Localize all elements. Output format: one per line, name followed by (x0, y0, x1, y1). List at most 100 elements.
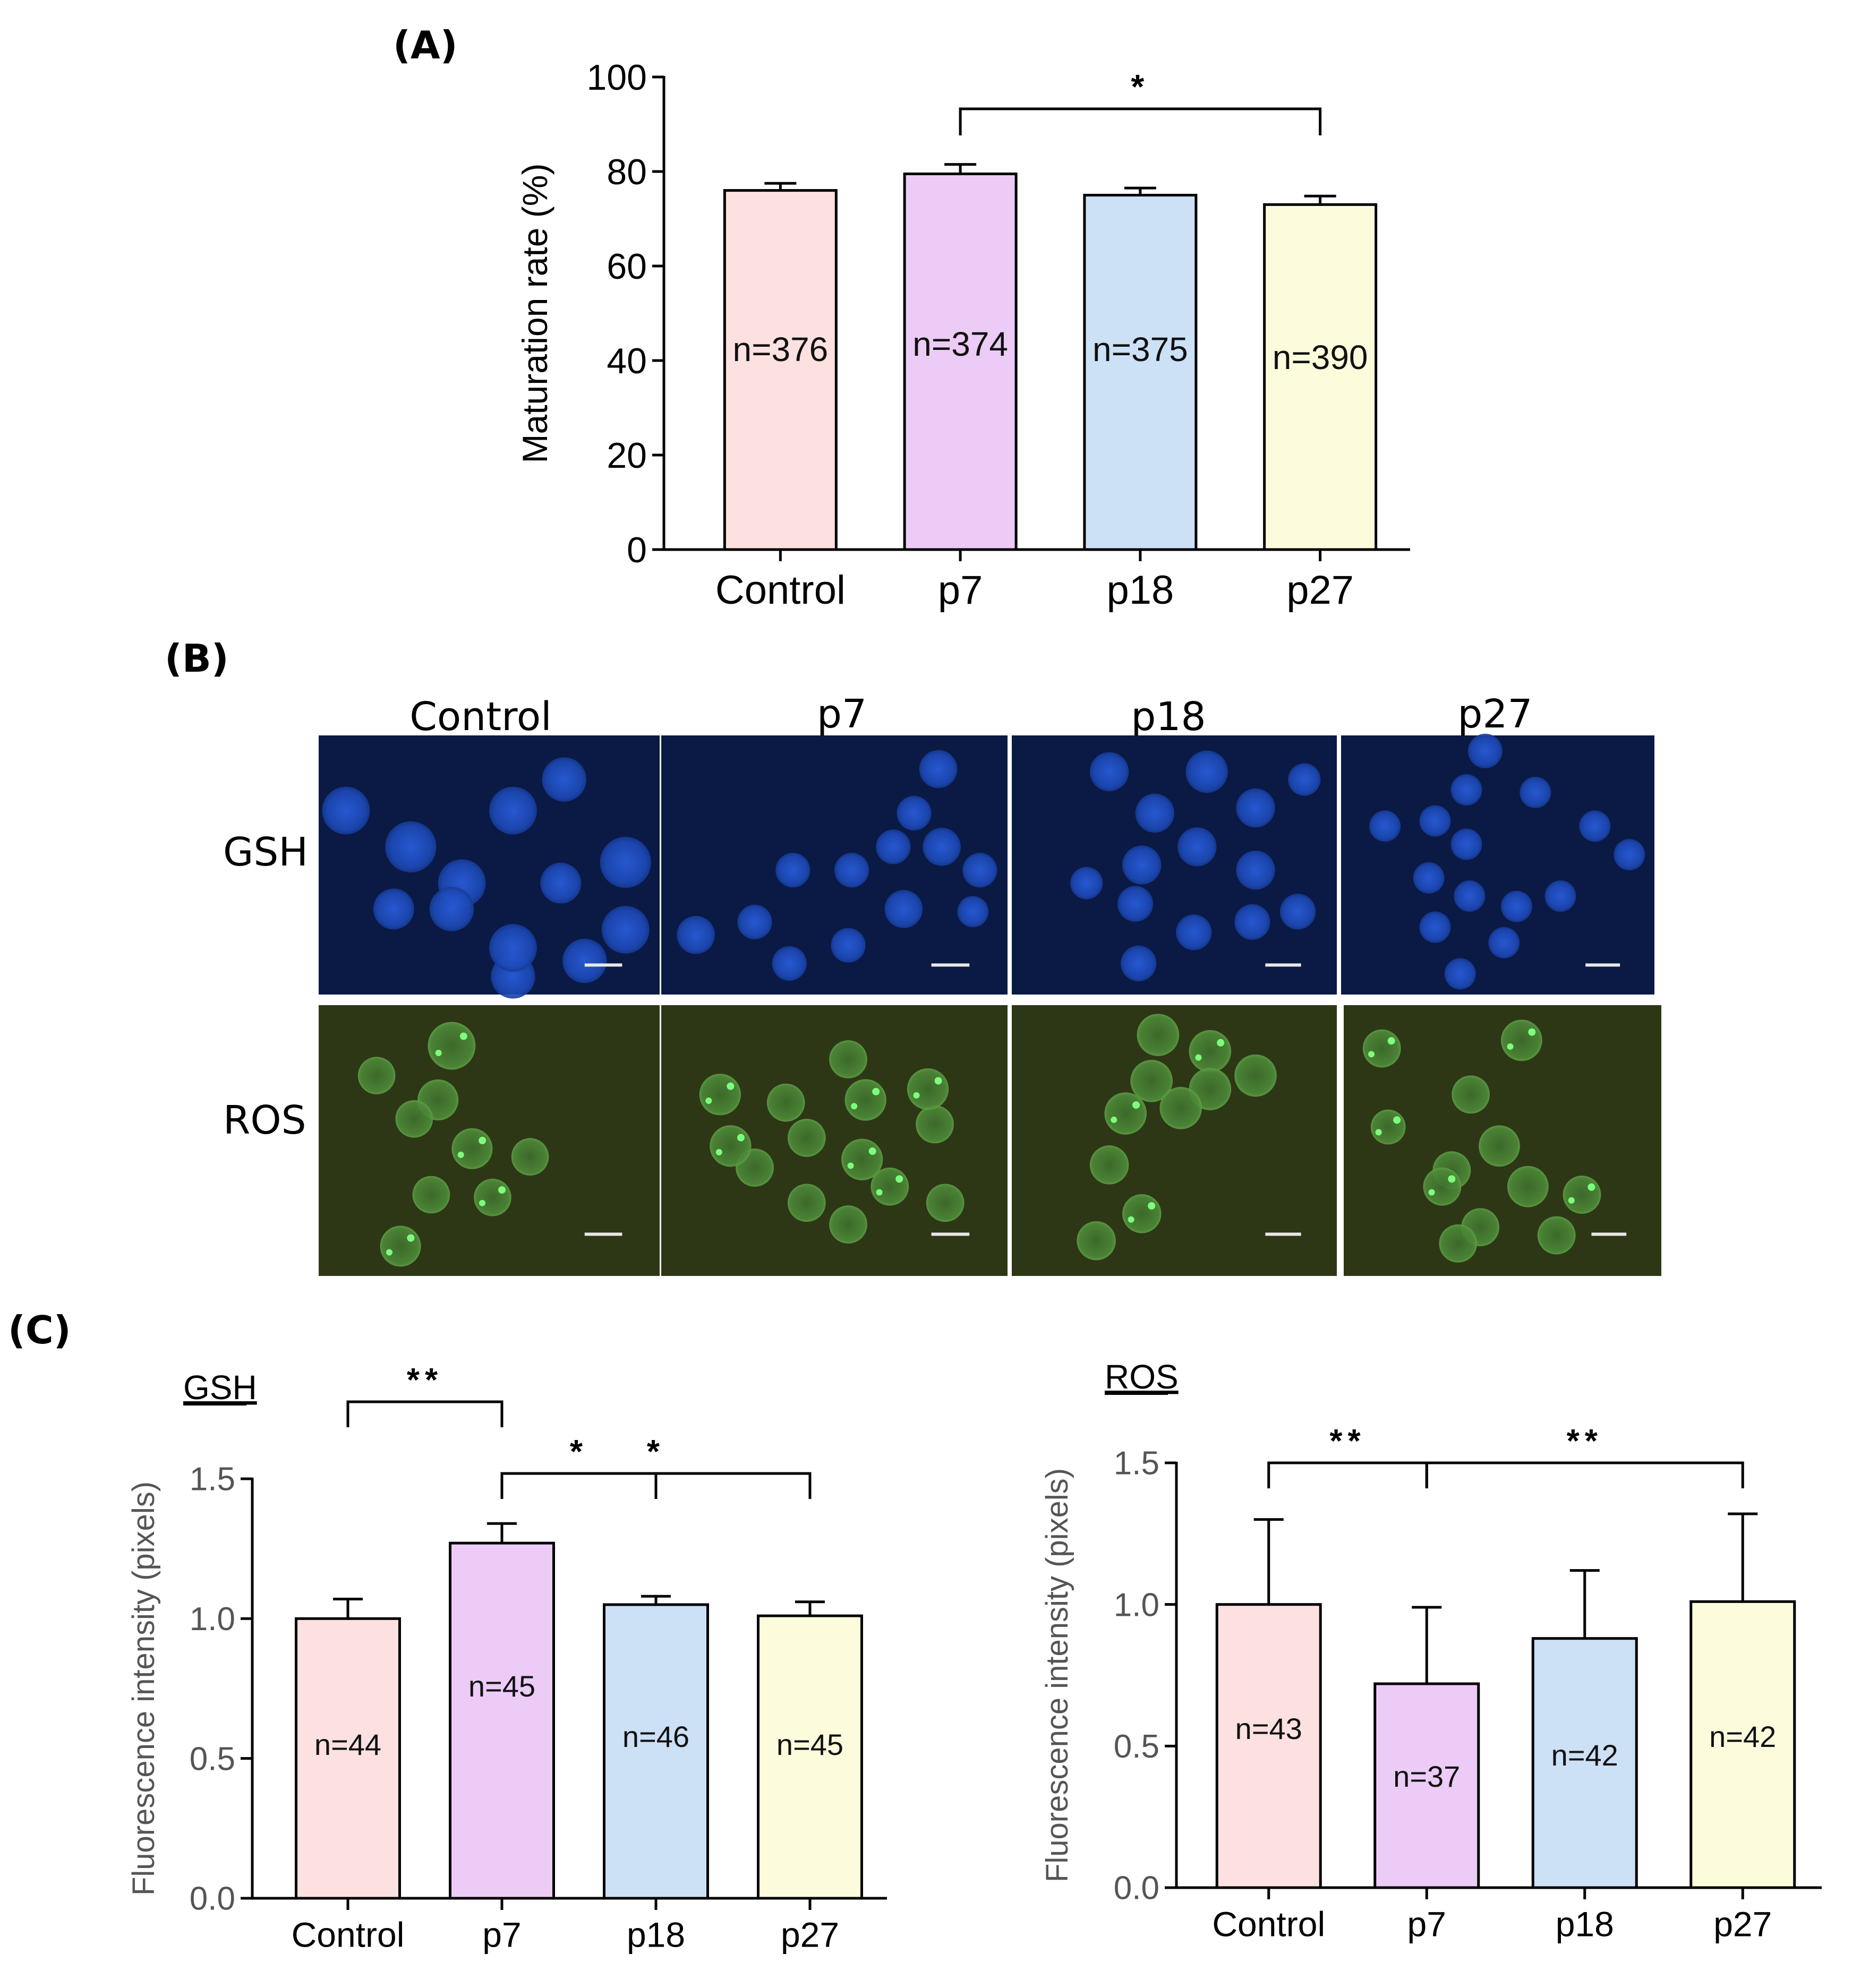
oocyte (1488, 927, 1520, 958)
fluorescent-spot (715, 1149, 722, 1155)
y-tick-label: 100 (587, 57, 647, 98)
fluorescent-spot (895, 1175, 903, 1183)
x-tick-label: p27 (781, 1915, 839, 1954)
fluorescent-spot (1507, 1043, 1514, 1050)
oocyte (1236, 788, 1275, 828)
column-label-control: Control (409, 694, 552, 740)
fluorescent-spot (868, 1147, 876, 1155)
bar (1263, 203, 1378, 551)
oocyte (489, 924, 537, 972)
gsh-image-p7 (661, 735, 1008, 995)
oocyte (562, 938, 607, 983)
significance-marker: * (1131, 67, 1149, 106)
gsh-image-p27 (1341, 733, 1654, 995)
y-tick-label: 60 (607, 246, 647, 287)
significance-marker: * (570, 1434, 588, 1470)
oocyte (1135, 793, 1174, 833)
data-label: n=45 (468, 1669, 535, 1703)
oocyte (1279, 894, 1316, 930)
y-tick-label: 20 (607, 435, 647, 476)
oocyte (540, 862, 582, 904)
oocyte (1189, 1030, 1232, 1073)
x-tick-label: p27 (1713, 1904, 1772, 1943)
column-label-p7: p7 (817, 691, 867, 737)
data-label: n=46 (622, 1720, 689, 1753)
fluorescent-spot (1148, 1202, 1156, 1210)
oocyte (775, 853, 810, 888)
scale-bar (1591, 1232, 1627, 1236)
oocyte (1507, 1166, 1549, 1207)
data-label: n=43 (1235, 1712, 1302, 1745)
x-tick-label: p7 (938, 568, 983, 613)
data-label: n=42 (1709, 1720, 1776, 1753)
fluorescent-spot (1393, 1116, 1401, 1124)
oocyte (451, 1128, 493, 1169)
oocyte (1413, 862, 1445, 894)
fluorescent-spot (407, 1234, 415, 1242)
bar (757, 1614, 863, 1900)
bar (723, 189, 838, 551)
oocyte (373, 888, 414, 930)
column-label-p27: p27 (1457, 691, 1532, 737)
significance-marker: * (647, 1434, 665, 1470)
oocyte (1444, 958, 1476, 990)
oocyte (1234, 904, 1270, 940)
fluorescent-spot (737, 1134, 745, 1142)
significance-bracket (1425, 1461, 1744, 1488)
oocyte (1159, 1087, 1202, 1129)
fluorescent-spot (1368, 1051, 1375, 1058)
oocyte (385, 821, 437, 872)
x-tick-label: p18 (1556, 1904, 1614, 1943)
y-tick-label: 40 (607, 341, 647, 381)
bar (1083, 194, 1198, 551)
x-tick-label: p18 (1106, 568, 1174, 613)
oocyte (834, 853, 869, 888)
oocyte (1369, 810, 1401, 842)
gsh-fluorescence-chart: 0.0 0.5 1.0 1.5 Fluorescence intensity (pixe… (126, 1362, 887, 1954)
oocyte (1122, 1194, 1162, 1233)
fluorescent-spot (459, 1032, 467, 1040)
row-label-ros: ROS (223, 1098, 306, 1143)
oocyte (395, 1100, 433, 1138)
oocyte (601, 906, 650, 954)
oocyte (737, 904, 772, 939)
micrograph-grid: Control p7 p18 p27 GSH ROS (223, 691, 1661, 1276)
oocyte (926, 1184, 965, 1222)
chart-title: GSH (183, 1368, 257, 1407)
bar (603, 1603, 709, 1900)
x-tick-label: p27 (1286, 568, 1354, 613)
scale-bar (931, 963, 970, 967)
significance-bracket (500, 1472, 812, 1499)
oocyte (1439, 1224, 1478, 1263)
data-label: n=45 (776, 1728, 843, 1761)
oocyte (1501, 1019, 1542, 1061)
oocyte (710, 1125, 752, 1167)
y-tick-label: 0.0 (190, 1881, 235, 1917)
significance-bracket (959, 107, 1322, 135)
oocyte (1121, 945, 1157, 982)
oocyte (772, 946, 807, 981)
fluorescent-spot (435, 1049, 442, 1056)
oocyte (1104, 1092, 1147, 1135)
oocyte (1479, 1125, 1520, 1167)
oocyte (957, 896, 989, 928)
oocyte (600, 836, 651, 888)
fluorescent-spot (1375, 1129, 1382, 1136)
fluorescent-spot (1387, 1037, 1395, 1045)
gsh-image-p18 (1012, 735, 1337, 995)
ros-image-control (319, 1005, 660, 1276)
oocyte (1563, 1176, 1601, 1214)
y-tick-label: 1.0 (1114, 1587, 1159, 1623)
y-axis-label: Maturation rate (%) (515, 164, 554, 464)
oocyte (1362, 1029, 1401, 1068)
panel-label-c: (C) (8, 1308, 71, 1352)
significance-marker: ** (1329, 1423, 1365, 1460)
chart-title: ROS (1105, 1358, 1179, 1396)
maturation-rate-chart: 0 20 40 60 80 100 Maturation rate (%) Control n=… (515, 57, 1410, 613)
oocyte (511, 1138, 549, 1176)
fluorescent-spot (913, 1092, 920, 1099)
oocyte (870, 1167, 909, 1206)
oocyte (1370, 1109, 1406, 1145)
significance-marker: ** (407, 1362, 443, 1399)
